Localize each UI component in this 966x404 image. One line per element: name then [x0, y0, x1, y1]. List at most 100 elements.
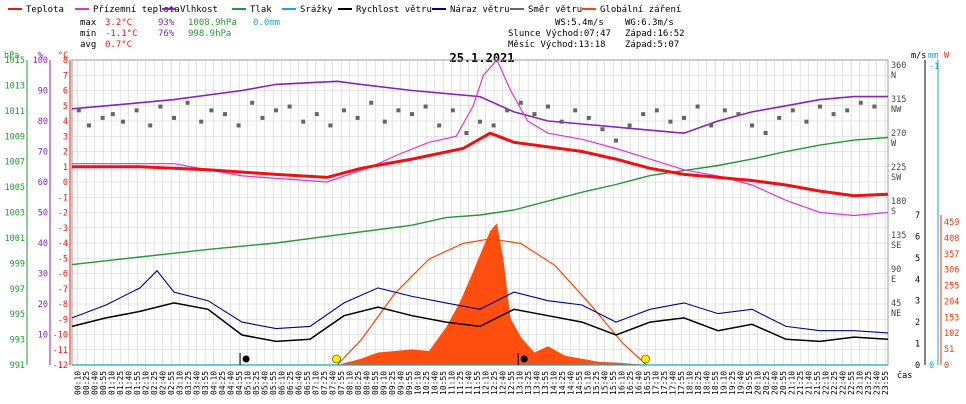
wind-dir-point — [328, 123, 333, 128]
wind-dir-point — [87, 123, 91, 128]
tick-hpa: 1009 — [5, 132, 25, 142]
tick-hpa: 999 — [10, 259, 25, 269]
wind-dir-point — [736, 112, 741, 117]
legend-label-srazky: Srážky — [300, 5, 333, 15]
series-wind-gust — [71, 269, 889, 334]
wind-dir-point — [423, 104, 428, 109]
stat-max-temp: 3.2°C — [105, 18, 132, 28]
tick-x: 05:25 — [252, 371, 261, 395]
tick-x: 01:55 — [133, 371, 142, 395]
tick-dir-deg: 225 — [891, 163, 906, 173]
tick-x: 22:10 — [822, 371, 831, 395]
legend-label-vlhkost: Vlhkost — [180, 5, 218, 15]
legend-label-zareni: Globální záření — [600, 5, 681, 15]
tick-x: 18:25 — [694, 371, 703, 395]
tick-x: 18:40 — [703, 371, 712, 395]
stat-max-press: 1008.9hPa — [188, 18, 237, 28]
tick-x: 16:25 — [626, 371, 635, 395]
wind-dir-point — [274, 108, 278, 113]
tick-x: 14:55 — [575, 371, 584, 395]
tick-x: 08:25 — [354, 371, 363, 395]
tick-mm: -1 — [929, 62, 939, 72]
wind-dir-point — [532, 112, 537, 117]
info-sunset: Západ:16:52 — [625, 29, 685, 39]
tick-temp: -6 — [58, 270, 68, 280]
tick-temp: 3 — [63, 132, 68, 142]
tick-x: 12:40 — [499, 371, 508, 395]
stat-max-rain: 0.0mm — [253, 18, 280, 28]
tick-x: 04:25 — [218, 371, 227, 395]
tick-ms: 2 — [915, 318, 920, 328]
wind-dir-point — [185, 100, 190, 105]
info-ws: WS:5.4m/s — [555, 18, 604, 28]
tick-pct: 70 — [38, 148, 48, 158]
tick-x: 10:10 — [414, 371, 423, 395]
tick-x: 17:40 — [669, 371, 678, 395]
tick-dir-name: SE — [891, 241, 901, 251]
info-block: WS:5.4m/s WG:6.3m/s Slunce Východ:07:47 … — [508, 18, 685, 50]
wind-dir-point — [818, 104, 822, 109]
tick-x: 15:40 — [601, 371, 610, 395]
tick-x: 17:10 — [652, 371, 661, 395]
tick-x: 17:55 — [677, 371, 686, 395]
tick-temp: -12 — [53, 361, 68, 371]
stat-avg-temp: 0.7°C — [105, 40, 132, 50]
tick-x: 13:25 — [524, 371, 533, 395]
wind-dir-point — [110, 112, 115, 117]
unit-pct: % — [38, 51, 43, 61]
tick-temp: 5 — [63, 102, 68, 112]
tick-pct: 30 — [38, 270, 48, 280]
tick-dir-deg: 45 — [891, 299, 901, 309]
wind-dir-point — [559, 119, 564, 124]
tick-x: 06:40 — [295, 371, 304, 395]
tick-x: 03:55 — [201, 371, 210, 395]
wind-dir-point — [682, 115, 686, 120]
tick-x: 10:25 — [422, 371, 431, 395]
axes: 1015101310111009100710051003100199999799… — [5, 56, 960, 395]
legend-label-rychlost: Rychlost větru — [356, 5, 432, 15]
wind-dir-point — [355, 115, 360, 120]
tick-x: 16:55 — [643, 371, 652, 395]
tick-temp: 6 — [63, 87, 68, 97]
legend-label-prizemni: Přízemní teplota — [93, 5, 180, 15]
legend-label-naraz: Náraz větru — [450, 5, 510, 15]
unit-temp: °C — [58, 51, 68, 61]
tick-dir-name: W — [891, 139, 897, 149]
stats-block: max 3.2°C 93% 1008.9hPa 0.0mm min -1.1°C… — [80, 18, 280, 50]
tick-x: 01:10 — [108, 371, 117, 395]
wind-dir-point — [410, 112, 414, 117]
wind-dir-point — [614, 138, 618, 143]
wind-dir-point — [287, 104, 292, 109]
tick-x: 09:25 — [388, 371, 397, 395]
tick-ms: 4 — [915, 275, 920, 285]
tick-x: 07:55 — [337, 371, 346, 395]
tick-pct: 40 — [38, 239, 48, 249]
tick-x: 21:40 — [805, 371, 814, 395]
wind-dir-point — [223, 112, 227, 117]
wind-dir-point — [777, 115, 782, 120]
stat-max-hum: 93% — [158, 18, 175, 28]
tick-x: 03:40 — [193, 371, 202, 395]
info-moonset: Západ:5:07 — [625, 40, 679, 50]
tick-ms: 5 — [915, 254, 920, 264]
legend-label-smer: Směr větru — [528, 5, 582, 15]
wind-dir-point — [763, 131, 768, 135]
tick-temp: 1 — [63, 163, 68, 173]
stat-min-label: min — [80, 29, 96, 39]
tick-x: 13:10 — [516, 371, 525, 395]
tick-x: 15:25 — [592, 371, 601, 395]
tick-dir-name: NW — [891, 105, 902, 115]
tick-pct: 90 — [38, 87, 48, 97]
wind-dir-point — [260, 115, 265, 120]
tick-w: 459 — [944, 218, 959, 228]
tick-x: 13:55 — [541, 371, 550, 395]
wind-dir-point — [121, 119, 125, 124]
tick-x: 00:25 — [82, 371, 91, 395]
tick-dir-name: S — [891, 207, 896, 217]
wind-dir-point — [100, 115, 105, 120]
tick-pct: 60 — [38, 178, 48, 188]
tick-mm: 0 — [929, 361, 934, 371]
wind-dir-point — [573, 108, 578, 113]
tick-x: 05:55 — [269, 371, 278, 395]
